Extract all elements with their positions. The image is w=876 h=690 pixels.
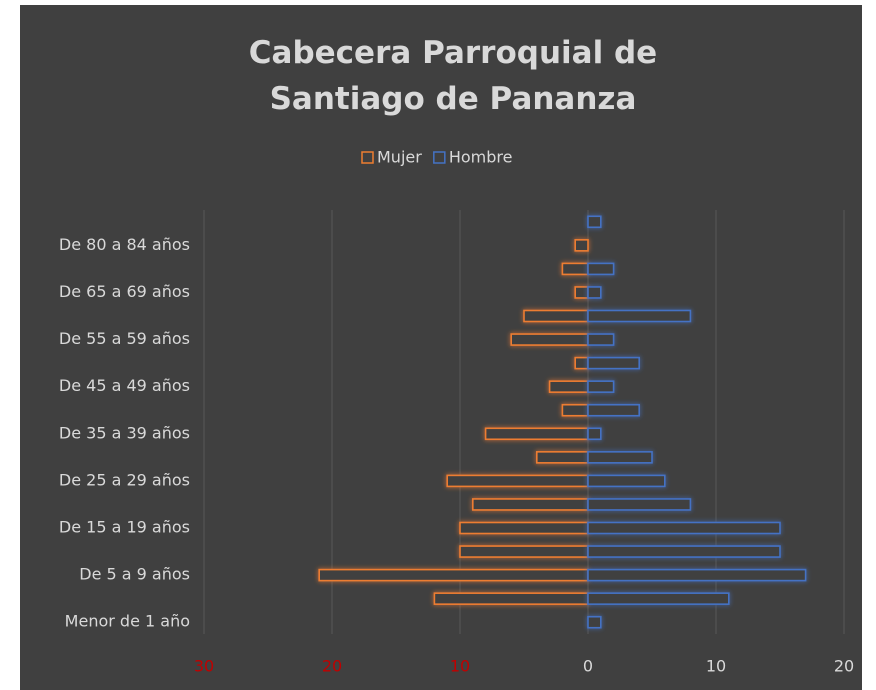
x-tick-label: 20 xyxy=(834,657,854,676)
bar xyxy=(318,568,589,582)
y-tick-label: De 65 a 69 años xyxy=(59,282,190,301)
y-tick-label: De 5 a 9 años xyxy=(79,565,190,584)
y-tick-label: De 45 a 49 años xyxy=(59,376,190,395)
bar xyxy=(587,451,653,464)
bar xyxy=(433,592,589,605)
bar xyxy=(510,333,589,346)
x-tick-label: 10 xyxy=(706,657,726,676)
bar xyxy=(471,498,589,511)
chart-title: Cabecera Parroquial de Santiago de Panan… xyxy=(248,35,658,117)
legend-label: Mujer xyxy=(377,148,422,167)
y-tick-label: De 15 a 19 años xyxy=(59,518,190,537)
bar xyxy=(574,356,589,370)
bar xyxy=(587,356,641,370)
legend-label: Hombre xyxy=(449,148,513,167)
y-tick-label: De 35 a 39 años xyxy=(59,423,190,442)
y-tick-label: De 80 a 84 años xyxy=(59,235,190,254)
x-tick-label: 20 xyxy=(322,657,342,676)
legend-swatch xyxy=(433,151,446,164)
bar xyxy=(587,333,615,346)
bar xyxy=(561,262,589,276)
bar xyxy=(587,545,781,558)
bar xyxy=(561,403,589,417)
bar xyxy=(587,615,602,629)
bar xyxy=(587,498,692,511)
x-tick-label: 30 xyxy=(194,657,214,676)
legend-swatch xyxy=(361,151,374,164)
y-tick-label: De 25 a 29 años xyxy=(59,470,190,489)
bar xyxy=(548,380,589,393)
bar xyxy=(587,262,615,276)
bar xyxy=(587,592,730,605)
bar xyxy=(587,474,666,488)
bar xyxy=(587,427,602,441)
bar xyxy=(587,286,602,299)
bar xyxy=(587,403,641,417)
bar xyxy=(523,309,589,323)
bar xyxy=(446,474,589,488)
bar xyxy=(459,521,589,535)
bar xyxy=(574,239,589,252)
bar xyxy=(587,380,615,393)
y-tick-label: Menor de 1 año xyxy=(65,612,190,631)
y-tick-label: De 55 a 59 años xyxy=(59,329,190,348)
bar xyxy=(587,309,692,323)
bar xyxy=(574,286,589,299)
bar xyxy=(587,568,807,582)
bar xyxy=(484,427,589,441)
bar xyxy=(587,215,602,229)
bar xyxy=(459,545,589,558)
x-tick-label: 10 xyxy=(450,657,470,676)
x-tick-label: 0 xyxy=(583,657,593,676)
bar xyxy=(587,521,781,535)
bar xyxy=(535,451,589,464)
